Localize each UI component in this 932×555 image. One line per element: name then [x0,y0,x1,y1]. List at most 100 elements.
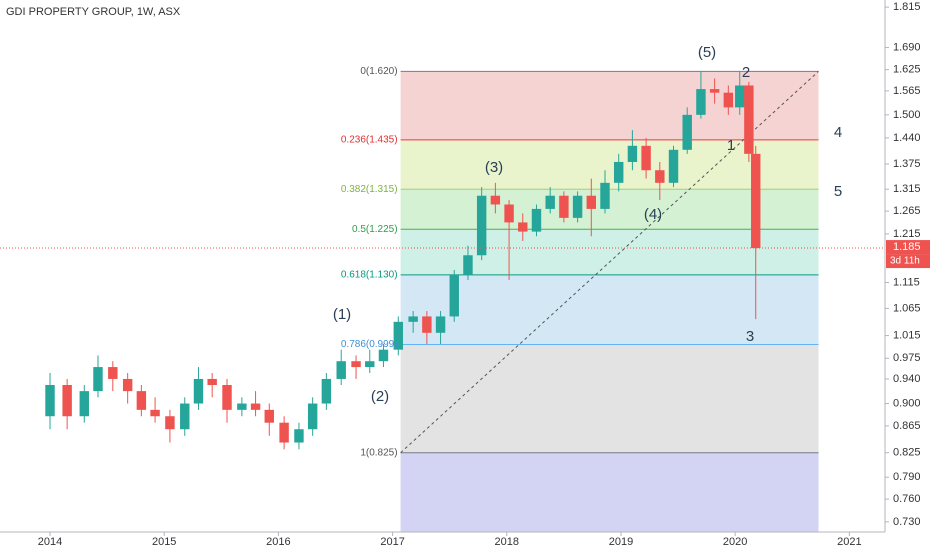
candle-body [463,255,473,275]
y-tick-label: 1.440 [893,132,921,144]
x-tick-label: 2017 [380,536,404,548]
candle-body [435,316,446,333]
chart-title: GDI PROPERTY GROUP, 1W, ASX [6,6,181,18]
x-tick-label: 2016 [266,536,290,548]
y-tick-label: 1.315 [893,183,921,195]
candle-body [490,195,501,205]
candle-body [476,195,487,256]
candle-body [408,316,418,322]
candle-body [572,195,583,218]
y-tick-label: 0.825 [893,447,921,459]
y-tick-label: 1.265 [893,205,921,217]
candle-body [351,361,361,368]
y-tick-label: 0.790 [893,471,921,483]
countdown-label: 3d 11h [890,256,920,267]
candle-body [336,361,346,379]
candle-body [735,85,745,108]
wave-label: 5 [834,183,842,200]
candle-body [222,385,232,410]
x-tick-label: 2018 [495,536,519,548]
candle-body [180,403,190,430]
candle-body [365,361,375,368]
wave-label: (2) [371,388,389,405]
candle-body [751,153,761,249]
fib-zone [400,274,819,345]
fib-level-label: 0.382(1.315) [341,184,398,195]
candle-body [641,145,651,171]
candle-body [193,378,204,404]
candle-body [150,409,160,417]
candle-body [45,385,55,417]
x-tick-label: 2014 [38,536,62,548]
candle-body [422,316,432,333]
candle-body [504,204,514,223]
wave-label: 3 [746,328,754,345]
y-tick-label: 1.215 [893,228,921,240]
fib-level-label: 1(0.825) [360,447,397,458]
candle-body [682,114,692,150]
y-tick-label: 1.565 [893,85,921,97]
wave-label: 2 [742,64,750,81]
candle-body [655,170,665,183]
fib-level-label: 0.5(1.225) [352,224,398,235]
fib-zone [400,71,819,140]
countdown-box [886,254,930,269]
x-tick-label: 2015 [152,536,176,548]
candle-body [744,85,754,154]
candle-body [165,416,175,430]
fib-level-label: 0.786(0.999) [341,339,398,350]
candle-body [122,378,133,392]
candle-body [393,321,404,350]
trend-line [400,70,819,454]
wave-label: (5) [698,44,716,61]
x-tick-label: 2021 [837,536,861,548]
y-tick-label: 1.815 [893,1,921,13]
candle-body [279,422,289,443]
candle-body [723,92,734,108]
x-tick-label: 2020 [723,536,747,548]
y-tick-label: 1.690 [893,41,921,53]
fib-level-label: 0.236(1.435) [341,135,398,146]
wave-label: 4 [834,124,842,141]
y-tick-label: 1.500 [893,109,921,121]
wave-label: (1) [333,306,351,323]
fib-zone [400,452,819,532]
y-tick-label: 1.625 [893,64,921,76]
candle-body [237,403,247,410]
y-tick-label: 0.760 [893,493,921,505]
x-tick-label: 2019 [609,536,633,548]
candle-body [321,378,332,404]
candle-body [79,391,89,417]
y-tick-label: 1.065 [893,302,921,314]
candle-body [531,208,542,232]
candle-body [62,385,72,417]
candle-body [250,403,261,410]
candle-body [108,367,118,379]
candle-body [264,409,274,423]
candle-body [696,89,706,115]
wave-label: 1 [727,137,735,154]
candle-body [449,274,459,317]
candle-body [378,349,389,362]
candle-body [93,367,103,392]
candle-body [136,391,147,410]
candle-body [207,378,217,386]
candle-body [545,195,555,209]
fib-zone [400,344,819,453]
candle-body [600,182,610,209]
candle-body [294,429,304,443]
wave-label: (3) [485,159,503,176]
candle-body [668,149,679,183]
candle-body [559,195,569,218]
y-tick-label: 0.900 [893,397,921,409]
wave-label: (4) [644,206,662,223]
current-price-label: 1.185 [893,241,921,253]
candle-body [586,195,597,209]
candle-body [613,161,624,183]
y-tick-label: 1.115 [893,276,920,288]
y-tick-label: 0.940 [893,373,921,385]
y-tick-label: 1.015 [893,329,921,341]
y-tick-label: 0.975 [893,352,921,364]
y-tick-label: 1.375 [893,158,921,170]
